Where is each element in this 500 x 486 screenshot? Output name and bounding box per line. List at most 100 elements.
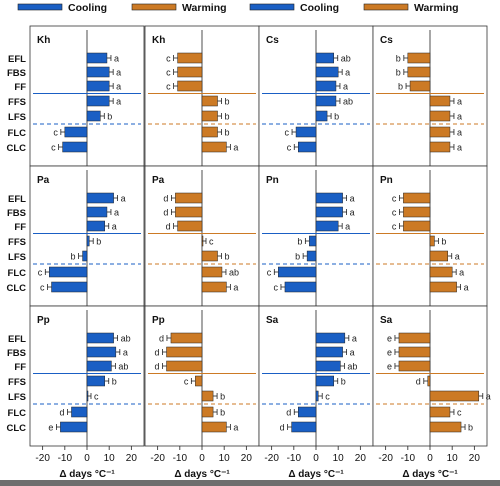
- bar-flc: [429, 126, 451, 138]
- bar-ff: [177, 80, 203, 92]
- significance-letter: b: [107, 112, 112, 122]
- bar-fbs: [315, 346, 343, 358]
- bar-clc: [429, 421, 462, 433]
- x-axes: -20 -10 0 10 20 Δ days °C⁻¹ -20 -10 0 10 20 Δ days …: [35, 446, 480, 480]
- row-label-clc: CLC: [6, 283, 26, 294]
- bar-ff: [315, 220, 339, 232]
- x-tick-label: -20: [35, 453, 50, 464]
- panels-grid: KhaaaabccEFLFBSFFFFSLFSFLCCLCKhcccbbbaCs…: [6, 25, 491, 447]
- significance-letter: a: [112, 222, 117, 232]
- legend: Cooling Warming Cooling Warming: [17, 2, 459, 14]
- significance-letter: b: [220, 392, 225, 402]
- row-label-ff: FF: [14, 362, 26, 373]
- panel-title: Pa: [37, 175, 50, 186]
- x-tick-label: 0: [84, 453, 90, 464]
- bar-fbs: [398, 346, 431, 358]
- bar-clc: [291, 421, 317, 433]
- row-label-lfs: LFS: [8, 392, 26, 403]
- x-axis-label: Δ days °C⁻¹: [288, 469, 344, 480]
- x-tick-label: 0: [199, 453, 205, 464]
- x-axis-label: Δ days °C⁻¹: [402, 469, 458, 480]
- bar-ff: [86, 80, 110, 92]
- row-label-efl: EFL: [8, 194, 26, 205]
- significance-letter: d: [59, 408, 64, 418]
- bar-ffs: [86, 375, 105, 387]
- significance-letter: d: [155, 348, 160, 358]
- x-tick-label: 10: [333, 453, 345, 464]
- bar-fbs: [86, 346, 117, 358]
- significance-letter: b: [341, 377, 346, 387]
- bar-efl: [315, 192, 343, 204]
- significance-letter: ab: [347, 362, 357, 372]
- bar-flc: [64, 126, 88, 138]
- bar-ffs: [427, 375, 431, 387]
- significance-letter: ab: [341, 54, 351, 64]
- x-tick-label: -10: [173, 453, 188, 464]
- significance-letter: b: [297, 237, 302, 247]
- significance-letter: a: [350, 348, 355, 358]
- significance-letter: a: [233, 283, 238, 293]
- significance-letter: a: [343, 82, 348, 92]
- bar-lfs: [315, 390, 319, 402]
- bar-efl: [407, 52, 431, 64]
- bar-ffs: [315, 95, 337, 107]
- x-tick-label: 20: [469, 453, 481, 464]
- significance-letter: a: [457, 128, 462, 138]
- significance-letter: a: [350, 208, 355, 218]
- significance-letter: d: [416, 377, 421, 387]
- significance-letter: a: [350, 194, 355, 204]
- legend-label: Cooling: [300, 2, 339, 14]
- significance-letter: a: [457, 143, 462, 153]
- legend-label: Warming: [414, 2, 459, 14]
- panel-title: Kh: [152, 35, 165, 46]
- significance-letter: c: [94, 392, 99, 402]
- panel-title: Cs: [380, 35, 393, 46]
- bar-clc: [62, 141, 88, 153]
- row-label-fbs: FBS: [7, 68, 26, 79]
- row-label-efl: EFL: [8, 54, 26, 65]
- x-tick-label: -10: [401, 453, 416, 464]
- significance-letter: c: [166, 82, 171, 92]
- row-label-ff: FF: [14, 222, 26, 233]
- significance-letter: e: [387, 334, 392, 344]
- bar-fbs: [407, 66, 431, 78]
- significance-letter: c: [392, 194, 397, 204]
- row-label-clc: CLC: [6, 423, 26, 434]
- significance-letter: a: [116, 97, 121, 107]
- legend-swatch-cooling: [249, 3, 295, 11]
- significance-letter: c: [184, 377, 189, 387]
- bar-clc: [284, 281, 317, 293]
- bar-fbs: [315, 66, 339, 78]
- significance-letter: c: [166, 54, 171, 64]
- significance-letter: a: [121, 194, 126, 204]
- significance-letter: d: [163, 208, 168, 218]
- significance-letter: b: [225, 252, 230, 262]
- bar-clc: [201, 281, 227, 293]
- bar-fbs: [166, 346, 203, 358]
- significance-letter: a: [123, 348, 128, 358]
- panel-title: Pa: [152, 175, 165, 186]
- bar-flc: [295, 126, 317, 138]
- x-axis-2: -20 -10 0 10 20 Δ days °C⁻¹: [150, 446, 252, 480]
- significance-letter: b: [468, 423, 473, 433]
- significance-letter: ab: [118, 362, 128, 372]
- window-bottom-edge: [0, 480, 500, 486]
- legend-swatch-warming: [131, 3, 177, 11]
- bar-clc: [429, 281, 457, 293]
- significance-letter: a: [116, 82, 121, 92]
- significance-letter: c: [392, 208, 397, 218]
- row-label-flc: FLC: [8, 268, 27, 279]
- significance-letter: b: [398, 82, 403, 92]
- x-tick-label: 10: [219, 453, 231, 464]
- panel-title: Pn: [380, 175, 393, 186]
- significance-letter: e: [387, 348, 392, 358]
- bar-flc: [71, 406, 88, 418]
- bar-ffs: [195, 375, 203, 387]
- bar-ff: [166, 360, 203, 372]
- significance-letter: b: [225, 128, 230, 138]
- significance-letter: c: [287, 143, 292, 153]
- significance-letter: a: [114, 54, 119, 64]
